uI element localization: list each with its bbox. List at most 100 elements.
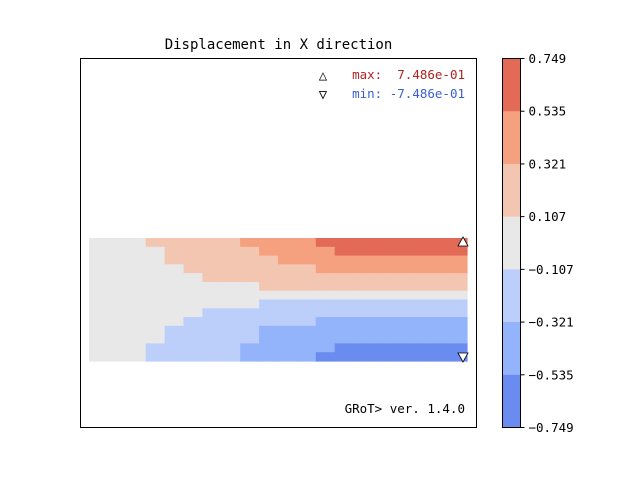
field-cell xyxy=(164,352,185,362)
field-cell xyxy=(107,290,128,301)
field-cell xyxy=(334,264,355,274)
extrema-markers xyxy=(457,236,469,363)
field-cell xyxy=(315,238,336,248)
field-cell xyxy=(278,352,298,362)
field-cell xyxy=(448,308,468,318)
field-cell xyxy=(448,334,468,345)
field-cell xyxy=(145,255,166,265)
field-cell xyxy=(296,273,317,283)
colorbar-band xyxy=(502,216,521,270)
field-cell xyxy=(107,343,128,353)
field-cell xyxy=(107,238,128,248)
field-cell xyxy=(429,273,449,283)
field-cell xyxy=(221,238,241,248)
field-cell xyxy=(410,264,430,274)
field-cell xyxy=(259,325,279,336)
field-cell xyxy=(315,299,336,309)
max-marker-symbol: △ xyxy=(319,68,328,84)
field-cell xyxy=(410,246,430,257)
field-cell xyxy=(259,281,279,292)
field-cell xyxy=(89,299,109,309)
field-cell xyxy=(164,255,185,265)
field-cell xyxy=(107,299,128,309)
field-cell xyxy=(183,290,203,301)
field-cell xyxy=(221,281,241,292)
field-cell xyxy=(145,281,166,292)
field-cell xyxy=(278,246,298,257)
field-cell xyxy=(278,238,298,248)
field-cell xyxy=(334,308,355,318)
colorbar-tick-label: −0.535 xyxy=(529,367,574,382)
field-cell xyxy=(221,325,241,336)
field-cell xyxy=(202,273,222,283)
field-cell xyxy=(334,343,355,353)
field-cell xyxy=(334,352,355,362)
field-cell xyxy=(353,273,374,283)
field-cell xyxy=(296,281,317,292)
field-cell xyxy=(372,334,392,345)
field-cell xyxy=(410,334,430,345)
field-cell xyxy=(372,255,392,265)
field-cell xyxy=(410,238,430,248)
field-cell xyxy=(202,308,222,318)
field-cell xyxy=(89,317,109,327)
colorbar: 0.749 0.535 0.321 0.107 −0.107 −0.321 −0.535 −0… xyxy=(502,51,574,435)
field-cell xyxy=(429,238,449,248)
field-cell xyxy=(296,299,317,309)
field-cell xyxy=(202,255,222,265)
field-cell xyxy=(240,325,260,336)
field-cell xyxy=(259,273,279,283)
field-cell xyxy=(221,343,241,353)
field-cell xyxy=(240,238,260,248)
field-cell xyxy=(334,325,355,336)
field-cell xyxy=(334,273,355,283)
field-cell xyxy=(448,238,468,248)
field-cell xyxy=(126,334,147,345)
field-cell xyxy=(278,290,298,301)
field-cell xyxy=(391,308,411,318)
field-cell xyxy=(145,325,166,336)
field-cell xyxy=(410,255,430,265)
field-cell xyxy=(183,264,203,274)
field-cell xyxy=(202,352,222,362)
field-cell xyxy=(183,246,203,257)
field-cell xyxy=(353,352,374,362)
field-cell xyxy=(410,308,430,318)
field-cell xyxy=(448,255,468,265)
field-cell xyxy=(315,308,336,318)
colorbar-frame xyxy=(502,58,521,428)
field-cell xyxy=(410,281,430,292)
field-cell xyxy=(278,299,298,309)
field-cell xyxy=(429,343,449,353)
field-cell xyxy=(315,264,336,274)
field-cell xyxy=(183,334,203,345)
field-cell xyxy=(183,255,203,265)
version-label: GRoT> ver. 1.4.0 xyxy=(345,401,465,416)
field-cell xyxy=(183,238,203,248)
field-cell xyxy=(89,264,109,274)
field-cell xyxy=(391,325,411,336)
field-cell xyxy=(107,273,128,283)
field-cell xyxy=(353,238,374,248)
field-cell xyxy=(353,343,374,353)
max-value-label: max: 7.486e-01 xyxy=(352,67,465,82)
field-cell xyxy=(202,325,222,336)
field-cell xyxy=(145,246,166,257)
field-cell xyxy=(372,343,392,353)
field-cell xyxy=(334,255,355,265)
field-cell xyxy=(353,290,374,301)
field-cell xyxy=(221,255,241,265)
field-cell xyxy=(278,308,298,318)
field-cell xyxy=(202,246,222,257)
field-cell xyxy=(202,334,222,345)
field-cell xyxy=(278,273,298,283)
field-cell xyxy=(391,255,411,265)
field-cell xyxy=(448,317,468,327)
field-cell xyxy=(126,352,147,362)
field-cell xyxy=(89,334,109,345)
field-cell xyxy=(89,290,109,301)
field-cell xyxy=(448,273,468,283)
field-cell xyxy=(391,238,411,248)
field-cell xyxy=(221,308,241,318)
